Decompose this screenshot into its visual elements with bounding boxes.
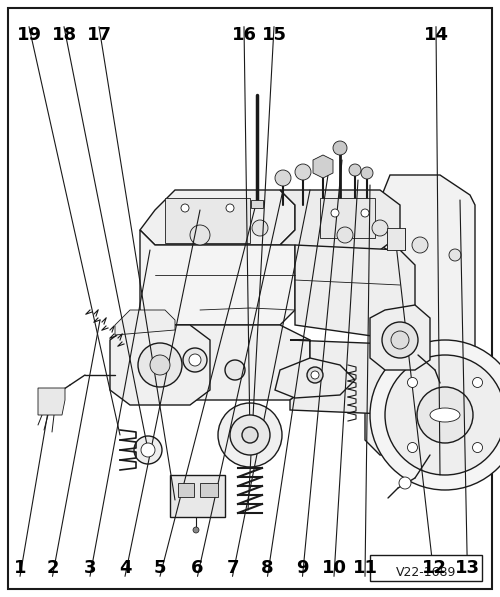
Text: 7: 7	[226, 559, 239, 577]
Text: 4: 4	[119, 559, 131, 577]
Text: 12: 12	[422, 559, 446, 577]
Polygon shape	[110, 325, 210, 405]
Polygon shape	[365, 175, 475, 455]
Bar	[178, 483, 194, 497]
Polygon shape	[280, 190, 400, 250]
Text: 3: 3	[84, 559, 96, 577]
Circle shape	[230, 415, 270, 455]
Polygon shape	[313, 155, 333, 178]
Text: 18: 18	[52, 26, 76, 44]
Circle shape	[472, 442, 482, 453]
Text: 14: 14	[424, 26, 448, 44]
Circle shape	[134, 436, 162, 464]
Circle shape	[361, 167, 373, 179]
Text: V22-1689: V22-1689	[396, 565, 456, 578]
Polygon shape	[140, 230, 295, 325]
Circle shape	[412, 237, 428, 253]
Text: 6: 6	[191, 559, 204, 577]
Circle shape	[242, 427, 258, 443]
Polygon shape	[295, 245, 415, 340]
Circle shape	[472, 377, 482, 387]
Circle shape	[252, 220, 268, 236]
Circle shape	[189, 354, 201, 366]
Polygon shape	[140, 190, 295, 245]
Circle shape	[391, 331, 409, 349]
Circle shape	[307, 367, 323, 383]
Circle shape	[417, 387, 473, 443]
Polygon shape	[370, 305, 430, 370]
Text: 17: 17	[86, 26, 112, 44]
Circle shape	[361, 209, 369, 217]
Polygon shape	[38, 388, 65, 415]
Circle shape	[349, 164, 361, 176]
Circle shape	[193, 527, 199, 533]
Circle shape	[399, 477, 411, 489]
Polygon shape	[275, 358, 355, 398]
Ellipse shape	[430, 408, 460, 422]
Bar	[387, 228, 405, 250]
Circle shape	[225, 360, 245, 380]
Bar	[320, 198, 375, 238]
Circle shape	[275, 170, 291, 186]
Circle shape	[408, 442, 418, 453]
Circle shape	[385, 355, 500, 475]
Text: 1: 1	[14, 559, 26, 577]
Polygon shape	[130, 325, 310, 400]
Text: 2: 2	[46, 559, 59, 577]
Circle shape	[150, 355, 170, 375]
Circle shape	[183, 348, 207, 372]
Circle shape	[295, 164, 311, 180]
Text: 10: 10	[322, 559, 346, 577]
Circle shape	[141, 443, 155, 457]
Bar	[251, 200, 263, 208]
Circle shape	[382, 322, 418, 358]
Bar	[200, 483, 218, 497]
Circle shape	[138, 343, 182, 387]
Text: 19: 19	[16, 26, 42, 44]
Text: 16: 16	[232, 26, 256, 44]
Polygon shape	[290, 340, 430, 415]
Circle shape	[408, 377, 418, 387]
Circle shape	[311, 371, 319, 379]
Polygon shape	[115, 310, 175, 335]
Circle shape	[226, 204, 234, 212]
Text: 5: 5	[154, 559, 166, 577]
Text: 8: 8	[261, 559, 274, 577]
Circle shape	[449, 249, 461, 261]
Circle shape	[370, 340, 500, 490]
Text: 15: 15	[262, 26, 286, 44]
Text: 9: 9	[296, 559, 309, 577]
Circle shape	[331, 209, 339, 217]
Circle shape	[190, 225, 210, 245]
Bar	[165, 198, 250, 243]
Circle shape	[181, 204, 189, 212]
Circle shape	[218, 403, 282, 467]
Text: 13: 13	[455, 559, 480, 577]
Circle shape	[337, 227, 353, 243]
Circle shape	[333, 141, 347, 155]
Text: 11: 11	[352, 559, 378, 577]
Bar	[170, 475, 225, 517]
Bar	[370, 555, 482, 581]
Circle shape	[372, 220, 388, 236]
